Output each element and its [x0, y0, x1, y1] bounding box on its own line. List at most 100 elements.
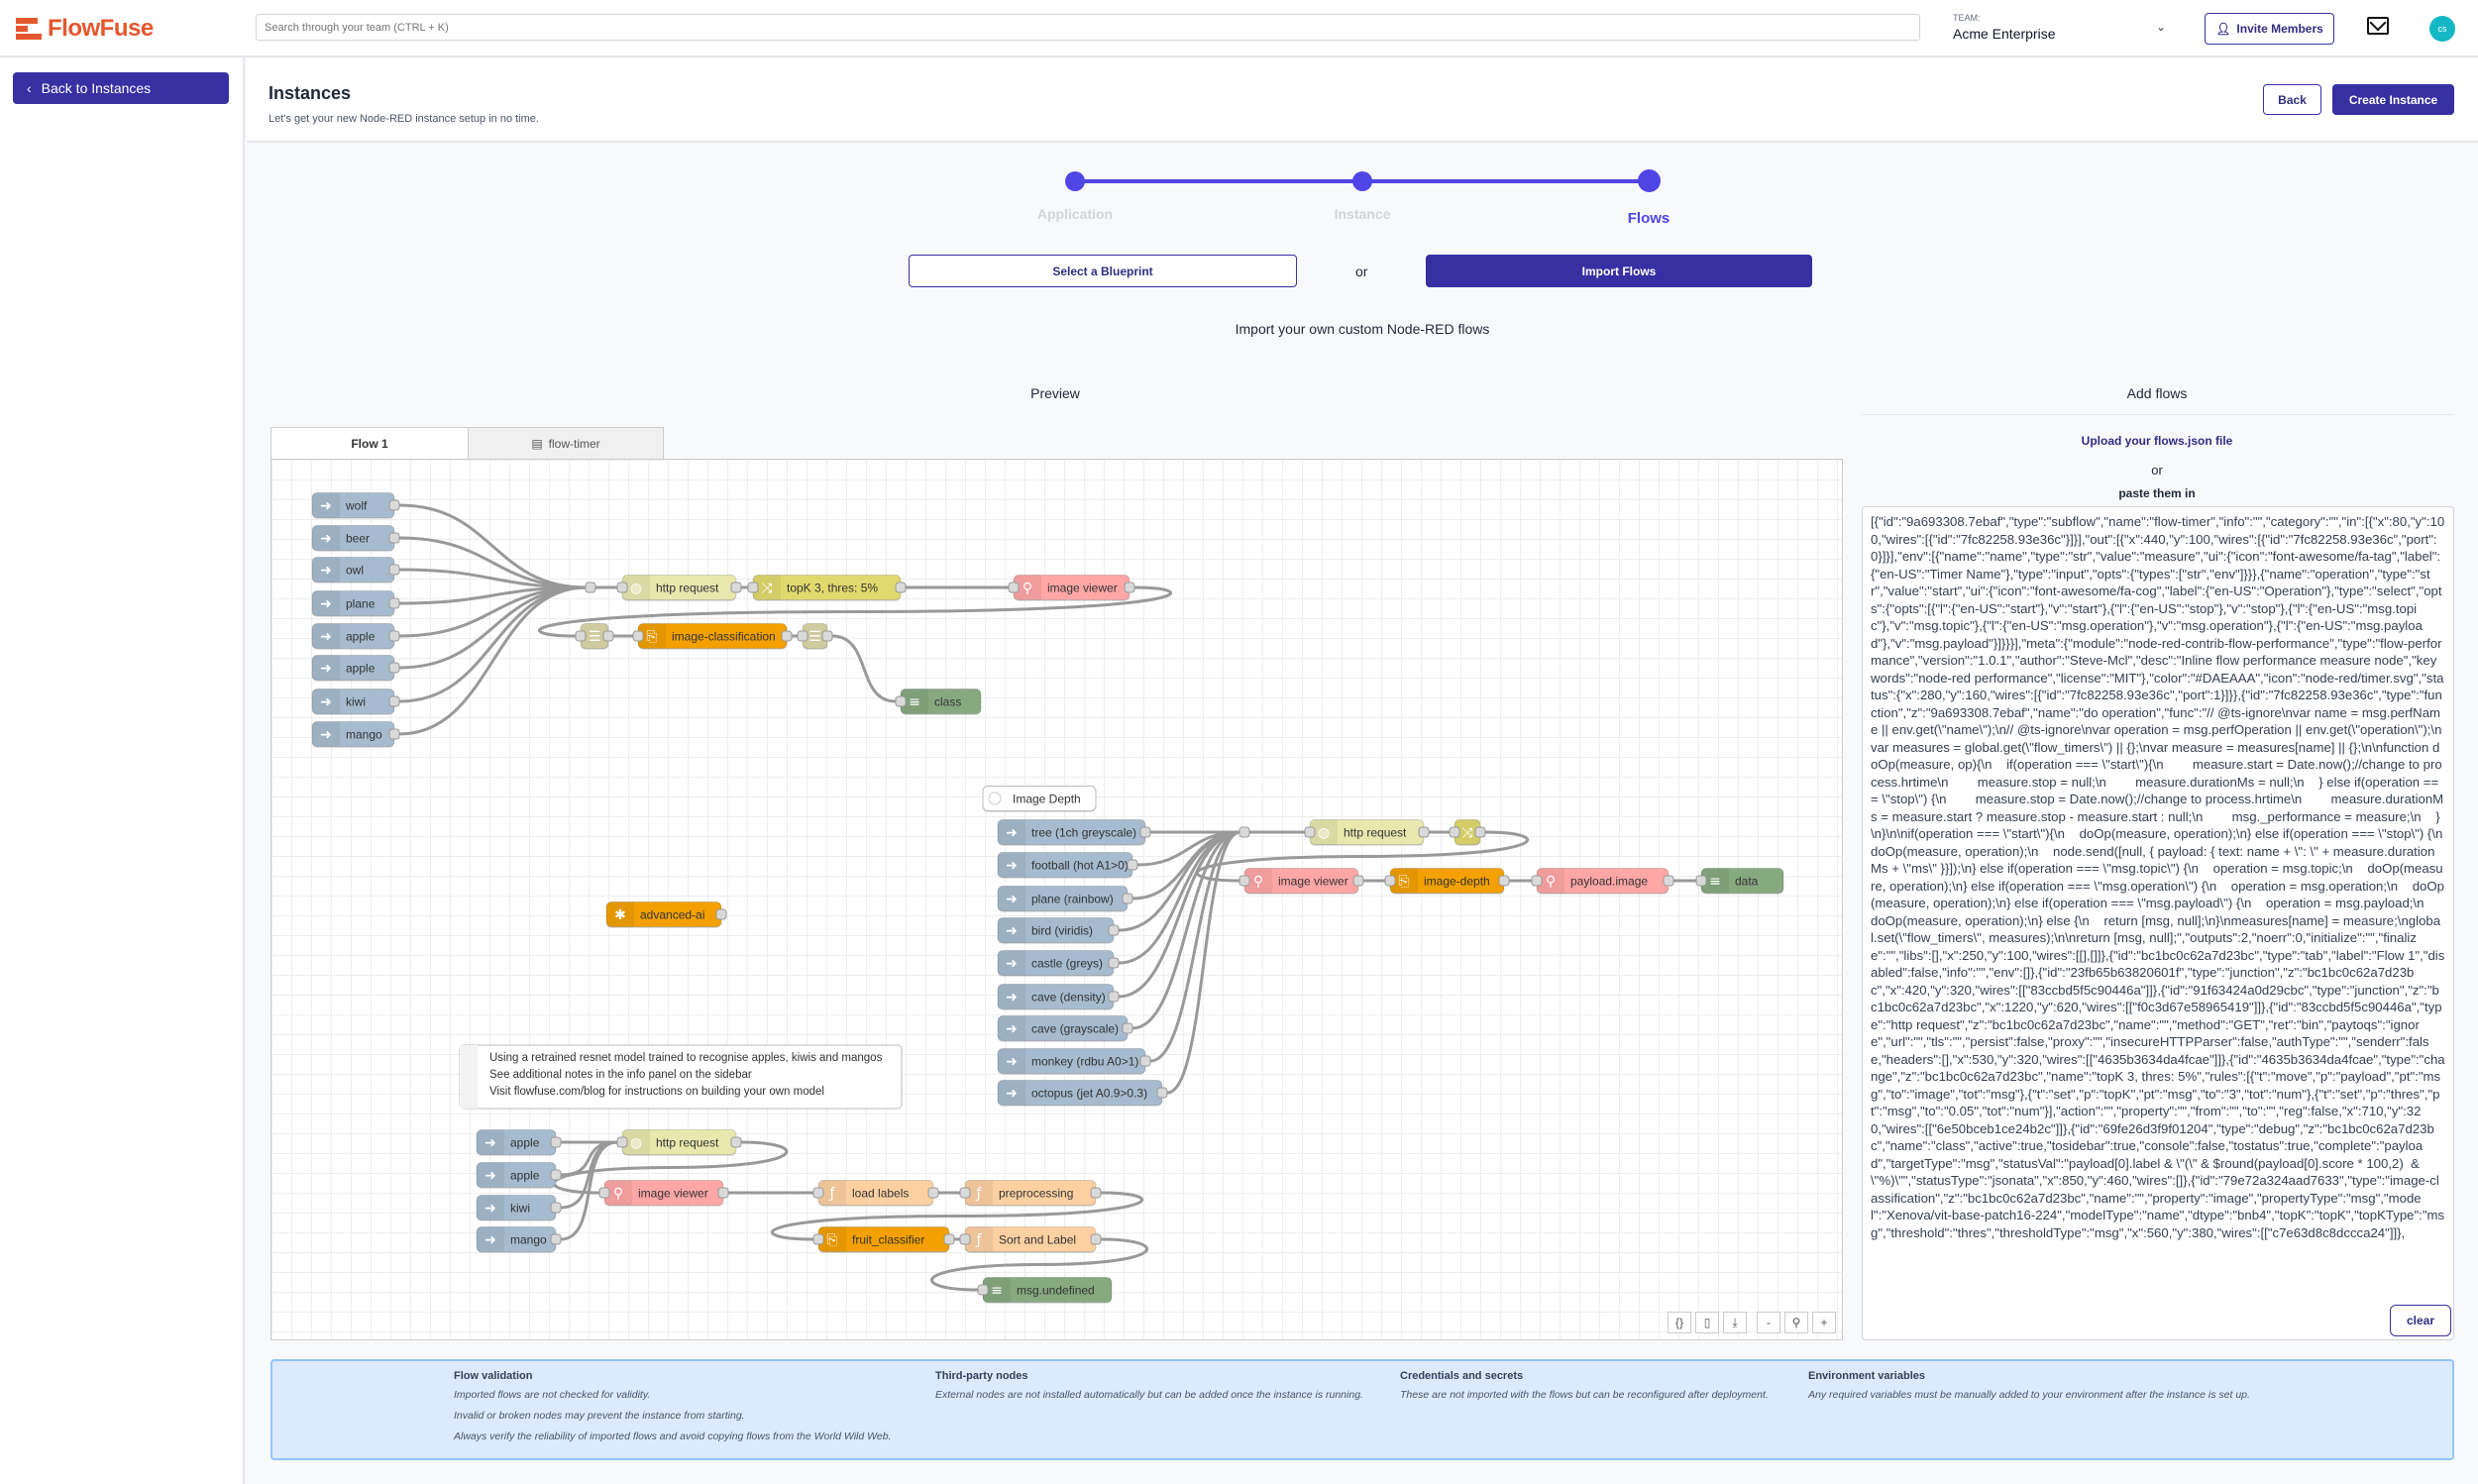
- flows-json-textarea[interactable]: [1862, 506, 2454, 1340]
- zoom-reset-icon[interactable]: ⚲: [1784, 1312, 1808, 1333]
- flow-node-inject[interactable]: ➜ plane: [311, 590, 400, 618]
- flow-node-ai[interactable]: ⎘ fruit_classifier: [812, 1226, 955, 1254]
- flow-node-function[interactable]: ƒ preprocessing: [959, 1180, 1102, 1208]
- import-flows-button[interactable]: Import Flows: [1426, 255, 1812, 287]
- input-port[interactable]: [1008, 582, 1020, 593]
- output-port[interactable]: [388, 597, 400, 609]
- output-port[interactable]: [1139, 1055, 1151, 1067]
- flow-node-link[interactable]: ☰: [575, 623, 614, 651]
- create-instance-button[interactable]: Create Instance: [2332, 84, 2454, 115]
- output-port[interactable]: [1139, 826, 1151, 838]
- output-port[interactable]: [715, 908, 727, 920]
- input-port[interactable]: [812, 1233, 824, 1245]
- back-button[interactable]: Back: [2263, 84, 2321, 115]
- download-icon[interactable]: ⤓: [1723, 1312, 1747, 1333]
- code-icon[interactable]: {}: [1668, 1312, 1691, 1333]
- input-port[interactable]: [1384, 875, 1396, 887]
- zoom-out-icon[interactable]: -: [1757, 1312, 1780, 1333]
- flowfuse-logo[interactable]: FlowFuse: [16, 14, 154, 44]
- back-to-instances-button[interactable]: ‹ Back to Instances: [13, 72, 229, 104]
- input-port[interactable]: [616, 1136, 628, 1148]
- input-port[interactable]: [959, 1233, 971, 1245]
- flow-node-inject[interactable]: ➜ cave (density): [997, 984, 1120, 1011]
- flow-node-ai[interactable]: ⎘ image-classification: [632, 623, 793, 651]
- junction[interactable]: [1239, 826, 1250, 838]
- mail-icon[interactable]: [2367, 17, 2389, 35]
- input-port[interactable]: [959, 1187, 971, 1199]
- output-port[interactable]: [1156, 1087, 1168, 1099]
- flow-node-image-viewer[interactable]: ⚲ payload.image: [1531, 868, 1674, 896]
- input-port[interactable]: [1304, 826, 1316, 838]
- output-port[interactable]: [1474, 826, 1486, 838]
- output-port[interactable]: [1108, 924, 1120, 936]
- team-selector[interactable]: Acme Enterprise: [1953, 26, 2056, 42]
- output-port[interactable]: [1090, 1187, 1102, 1199]
- output-port[interactable]: [821, 630, 833, 642]
- clear-button[interactable]: clear: [2390, 1305, 2451, 1336]
- output-port[interactable]: [1108, 991, 1120, 1003]
- flow-node-debug[interactable]: ≡ data: [1695, 868, 1784, 896]
- input-port[interactable]: [812, 1187, 824, 1199]
- invite-members-button[interactable]: 👤︎ Invite Members: [2205, 13, 2334, 45]
- output-port[interactable]: [388, 695, 400, 707]
- flow-node-link[interactable]: ☰: [797, 623, 833, 651]
- flow-node-ai[interactable]: ⎘ image-depth: [1384, 868, 1510, 896]
- output-port[interactable]: [388, 564, 400, 576]
- output-port[interactable]: [550, 1169, 562, 1181]
- output-port[interactable]: [1127, 859, 1138, 871]
- flow-node-inject[interactable]: ➜ mango: [476, 1226, 562, 1254]
- tab-flow-1[interactable]: Flow 1: [270, 427, 469, 460]
- input-port[interactable]: [575, 630, 587, 642]
- output-port[interactable]: [388, 532, 400, 544]
- chevron-down-icon[interactable]: ⌄: [2156, 20, 2167, 34]
- output-port[interactable]: [1418, 826, 1430, 838]
- flow-node-inject[interactable]: ➜ castle (greys): [997, 950, 1120, 978]
- input-port[interactable]: [977, 1284, 989, 1296]
- input-port[interactable]: [1239, 875, 1250, 887]
- output-port[interactable]: [388, 662, 400, 674]
- input-port[interactable]: [598, 1187, 610, 1199]
- flow-node-inject[interactable]: ➜ mango: [311, 721, 400, 749]
- upload-flows-link[interactable]: Upload your flows.json file: [2081, 434, 2233, 448]
- flow-node-debug[interactable]: ≡ msg.undefined: [977, 1277, 1113, 1305]
- flow-node-function[interactable]: ƒ load labels: [812, 1180, 939, 1208]
- output-port[interactable]: [717, 1187, 729, 1199]
- zoom-in-icon[interactable]: +: [1812, 1312, 1836, 1333]
- flow-node-inject[interactable]: ➜ apple: [311, 655, 400, 683]
- output-port[interactable]: [550, 1233, 562, 1245]
- junction[interactable]: [585, 582, 596, 593]
- output-port[interactable]: [550, 1202, 562, 1214]
- output-port[interactable]: [1498, 875, 1510, 887]
- flow-node-comment[interactable]: Image Depth: [982, 786, 1097, 813]
- flow-canvas[interactable]: ➜ wolf ➜ beer ➜ owl ➜ plane ➜ apple ➜ apple ➜ kiwi ➜ ma…: [270, 459, 1843, 1340]
- output-port[interactable]: [1122, 893, 1133, 904]
- flow-node-inject[interactable]: ➜ octopus (jet A0.9>0.3): [997, 1080, 1168, 1108]
- output-port[interactable]: [730, 1136, 742, 1148]
- output-port[interactable]: [388, 728, 400, 740]
- flow-node-inject[interactable]: ➜ apple: [476, 1129, 562, 1157]
- flow-node-http-request[interactable]: ◍ http request: [616, 575, 742, 602]
- output-port[interactable]: [730, 582, 742, 593]
- output-port[interactable]: [895, 582, 907, 593]
- flow-node-change[interactable]: ⤨ topK 3, thres: 5%: [747, 575, 907, 602]
- flow-node-inject[interactable]: ➜ monkey (rdbu A0>1): [997, 1048, 1151, 1076]
- select-blueprint-button[interactable]: Select a Blueprint: [909, 255, 1297, 287]
- flow-node-inject[interactable]: ➜ wolf: [311, 492, 400, 520]
- flow-node-image-viewer[interactable]: ⚲ image viewer: [598, 1180, 729, 1208]
- flow-node-junction[interactable]: [585, 582, 596, 593]
- flow-node-inject[interactable]: ➜ bird (viridis): [997, 917, 1120, 945]
- flow-node-comment[interactable]: Using a retrained resnet model trained t…: [459, 1044, 903, 1110]
- avatar[interactable]: cs: [2429, 16, 2455, 42]
- flow-node-inject[interactable]: ➜ owl: [311, 557, 400, 584]
- tab-flow-timer[interactable]: ▤ flow-timer: [468, 427, 664, 460]
- input-port[interactable]: [747, 582, 759, 593]
- input-port[interactable]: [797, 630, 808, 642]
- input-port[interactable]: [895, 695, 907, 707]
- output-port[interactable]: [550, 1136, 562, 1148]
- flow-node-http-request[interactable]: ◍ http request: [1304, 819, 1430, 847]
- output-port[interactable]: [388, 499, 400, 511]
- output-port[interactable]: [1090, 1233, 1102, 1245]
- output-port[interactable]: [943, 1233, 955, 1245]
- flow-node-function[interactable]: ƒ Sort and Label: [959, 1226, 1102, 1254]
- flow-node-inject[interactable]: ➜ beer: [311, 525, 400, 553]
